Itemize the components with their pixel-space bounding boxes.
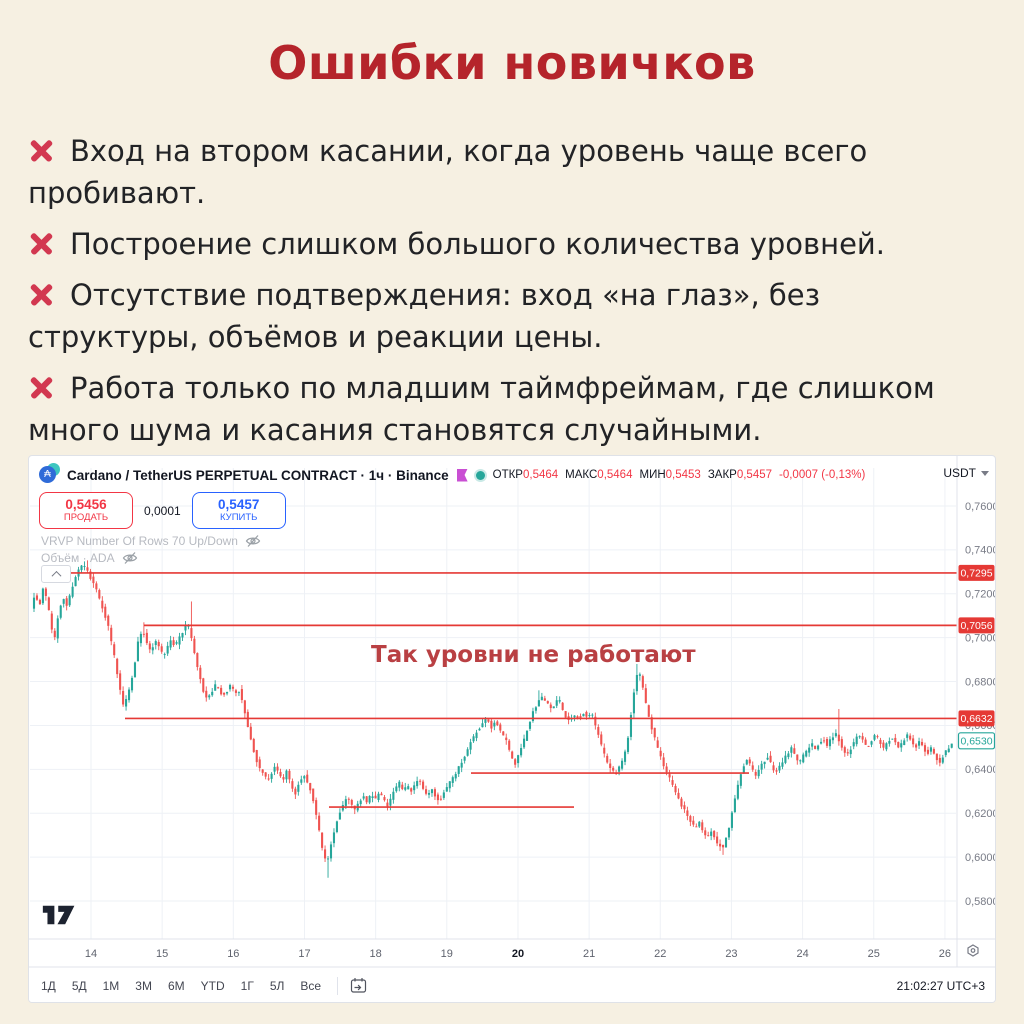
currency-selector[interactable]: USDT — [943, 466, 989, 480]
list-item-text: Построение слишком большого количества у… — [70, 227, 886, 262]
go-to-date-icon[interactable] — [350, 977, 367, 994]
ohlc-values: ОТКР0,5464 МАКС0,5464 МИН0,5453 ЗАКР0,54… — [492, 469, 866, 481]
x-mark-icon — [28, 230, 55, 257]
chart-header: ₳ Cardano / TetherUS PERPETUAL CONTRACT … — [39, 463, 866, 486]
svg-text:19: 19 — [441, 948, 453, 960]
svg-text:14: 14 — [85, 948, 97, 960]
buy-button[interactable]: 0,5457 КУПИТЬ — [191, 492, 286, 529]
svg-text:26: 26 — [939, 948, 951, 960]
svg-text:17: 17 — [298, 948, 310, 960]
tradingview-logo[interactable] — [42, 905, 76, 925]
mistakes-list: Вход на втором касании, когда уровень ча… — [28, 130, 978, 460]
eye-off-icon[interactable] — [122, 550, 138, 566]
session-clock[interactable]: 21:02:27 UTC+3 — [896, 978, 985, 993]
range-5d[interactable]: 5Д — [71, 978, 87, 993]
list-item: Работа только по младшим таймфреймам, гд… — [28, 367, 978, 451]
svg-text:0,7000: 0,7000 — [965, 632, 996, 644]
eye-off-icon[interactable] — [245, 533, 261, 549]
range-1y[interactable]: 1Г — [240, 978, 254, 993]
indicator-row-vrvp[interactable]: VRVP Number Of Rows 70 Up/Down — [41, 532, 261, 549]
list-item-text: Работа только по младшим таймфреймам, гд… — [28, 371, 935, 448]
x-mark-icon — [28, 137, 55, 164]
list-item: Вход на втором касании, когда уровень ча… — [28, 130, 978, 214]
svg-text:20: 20 — [512, 948, 524, 960]
price-change: -0,0007 (-0,13%) — [779, 469, 866, 481]
page-title: Ошибки новичков — [268, 36, 756, 90]
chevron-up-icon — [51, 570, 61, 581]
range-5y[interactable]: 5Л — [269, 978, 285, 993]
range-3m[interactable]: 3М — [135, 978, 152, 993]
list-item: Построение слишком большого количества у… — [28, 223, 978, 265]
x-mark-icon — [28, 374, 55, 401]
x-mark-icon — [28, 281, 55, 308]
indicator-legend: VRVP Number Of Rows 70 Up/Down Объём · A… — [41, 532, 261, 566]
range-6m[interactable]: 6М — [167, 978, 185, 993]
range-1d[interactable]: 1Д — [41, 978, 56, 993]
svg-text:0,7200: 0,7200 — [965, 589, 996, 601]
svg-text:0,7056: 0,7056 — [960, 620, 992, 632]
svg-text:0,6632: 0,6632 — [960, 713, 992, 725]
sell-button[interactable]: 0,5456 ПРОДАТЬ — [39, 492, 133, 529]
market-status-dot-icon[interactable] — [475, 470, 485, 480]
svg-text:25: 25 — [868, 948, 880, 960]
svg-text:18: 18 — [370, 948, 382, 960]
range-ytd[interactable]: YTD — [200, 978, 225, 993]
svg-text:22: 22 — [654, 948, 666, 960]
bottom-toolbar: 1Д 5Д 1М 3М 6М YTD 1Г 5Л Все 21:02:27 UT… — [29, 968, 995, 1002]
svg-text:0,6000: 0,6000 — [965, 852, 996, 864]
list-item: Отсутствие подтверждения: вход «на глаз»… — [28, 274, 978, 358]
price-chart-canvas[interactable]: 0,76000,74000,72000,70000,68000,66000,64… — [29, 456, 996, 1003]
list-item-text: Отсутствие подтверждения: вход «на глаз»… — [28, 278, 821, 355]
collapse-legend-button[interactable] — [41, 565, 71, 583]
tradingview-chart-widget: 0,76000,74000,72000,70000,68000,66000,64… — [28, 455, 996, 1003]
svg-text:0,6530: 0,6530 — [960, 736, 992, 748]
list-item-text: Вход на втором касании, когда уровень ча… — [28, 134, 868, 211]
svg-text:15: 15 — [156, 948, 168, 960]
trade-panel: 0,5456 ПРОДАТЬ 0,0001 0,5457 КУПИТЬ — [39, 492, 286, 529]
svg-text:0,6800: 0,6800 — [965, 676, 996, 688]
indicator-label: Объём · ADA — [41, 550, 115, 565]
indicator-label: VRVP Number Of Rows 70 Up/Down — [41, 533, 238, 548]
gear-icon — [967, 944, 979, 957]
svg-text:0,7295: 0,7295 — [960, 568, 992, 580]
cardano-logo: ₳ — [39, 463, 60, 485]
svg-text:23: 23 — [725, 948, 737, 960]
toolbar-divider — [337, 976, 339, 995]
range-1m[interactable]: 1М — [102, 978, 120, 993]
symbol-title[interactable]: Cardano / TetherUS PERPETUAL CONTRACT · … — [67, 467, 449, 483]
chart-annotation: Так уровни не работают — [371, 642, 696, 668]
svg-text:0,6400: 0,6400 — [965, 764, 996, 776]
svg-text:24: 24 — [796, 948, 808, 960]
range-all[interactable]: Все — [300, 978, 322, 993]
svg-text:0,7400: 0,7400 — [965, 545, 996, 557]
svg-text:21: 21 — [583, 948, 595, 960]
svg-text:0,7600: 0,7600 — [965, 501, 996, 513]
flag-icon[interactable] — [456, 468, 468, 482]
spread-value: 0,0001 — [144, 503, 181, 518]
chevron-down-icon — [981, 470, 989, 476]
svg-text:16: 16 — [227, 948, 239, 960]
indicator-row-volume[interactable]: Объём · ADA — [41, 549, 261, 566]
svg-text:0,5800: 0,5800 — [965, 896, 996, 908]
svg-text:0,6200: 0,6200 — [965, 808, 996, 820]
